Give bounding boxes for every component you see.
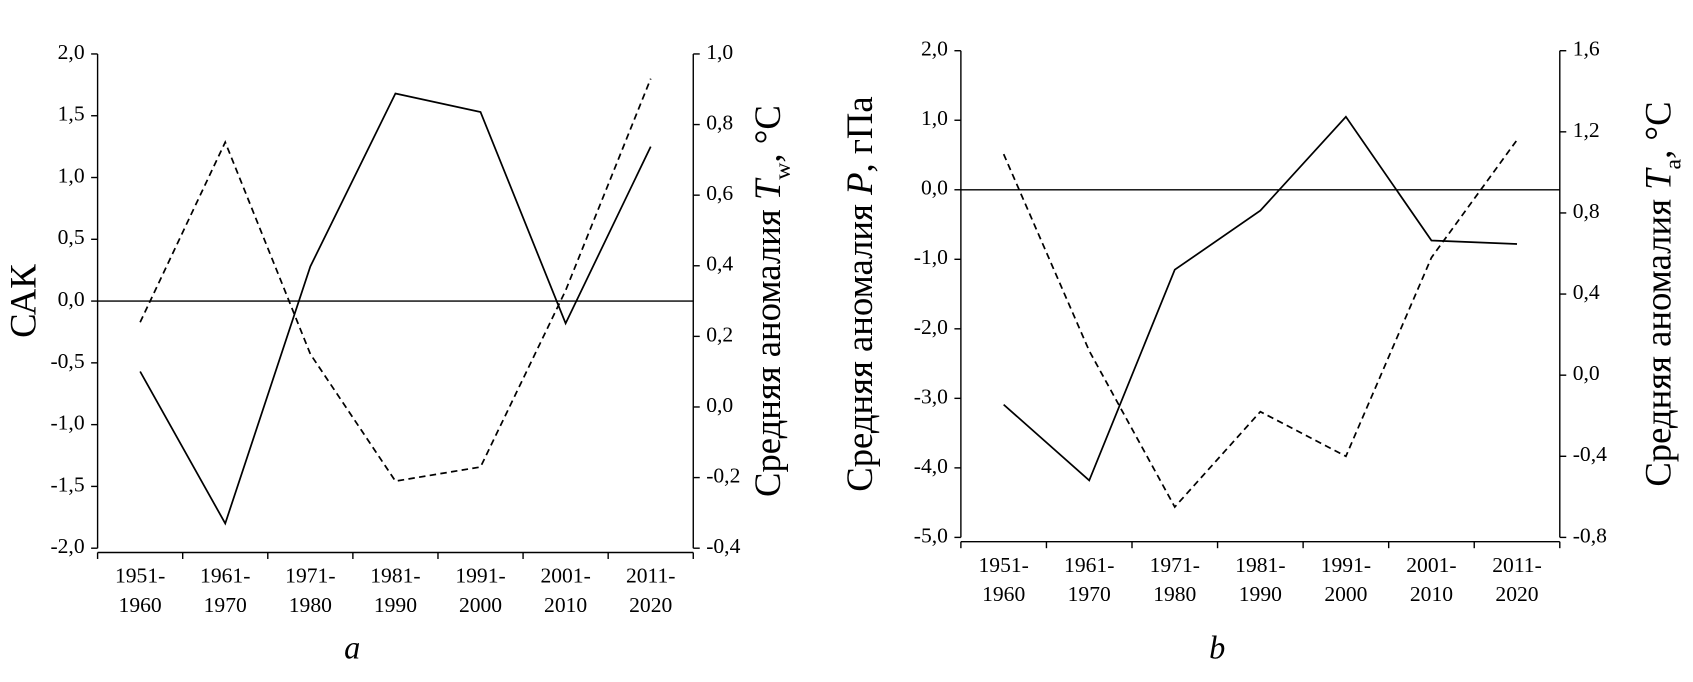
y2-axis-title-part: w: [770, 162, 796, 180]
y2-tick-label: 0,4: [1573, 280, 1600, 304]
y2-tick-label: 0,2: [706, 322, 733, 346]
x-tick-label-line: 1970: [204, 593, 247, 617]
y-tick-label: -0,5: [50, 349, 84, 373]
x-tick-label-line: 1971-: [285, 564, 335, 588]
y2-tick-label: 1,0: [706, 40, 733, 64]
series-line: [139, 78, 652, 483]
x-tick-label: 1951- 1960: [115, 564, 165, 617]
x-tick-label: 1991- 2000: [1321, 553, 1371, 606]
y2-tick-label: 1,6: [1573, 37, 1600, 61]
y2-axis-title-part: Средняя аномалия: [747, 200, 788, 497]
x-tick-label-line: 2010: [1410, 582, 1453, 606]
y-tick-label: 2,0: [58, 40, 85, 64]
y2-tick-label: -0,4: [1573, 442, 1607, 466]
x-tick-label-line: 1990: [1239, 582, 1282, 606]
y2-axis-title: Средняя аномалия Ta, °C: [1638, 101, 1687, 486]
x-tick-label-line: 2001-: [1406, 553, 1456, 577]
y2-tick-label: 1,2: [1573, 118, 1600, 142]
series-line: [1002, 139, 1518, 509]
x-tick-label-line: 1980: [1153, 582, 1196, 606]
y-tick-label: 0,0: [58, 287, 85, 311]
x-tick-label-line: 1981-: [1235, 553, 1285, 577]
y2-tick-label: 0,0: [706, 393, 733, 417]
panel-caption: a: [344, 630, 360, 666]
y2-axis-title-part: T: [747, 177, 788, 200]
y-tick-label: -2,0: [914, 315, 948, 339]
y2-axis-title: Средняя аномалия Tw, °C: [747, 105, 796, 497]
x-tick-label-line: 1951-: [978, 553, 1028, 577]
y-axis-title: Средняя аномалия P, гПа: [839, 96, 880, 491]
x-tick-label-line: 2011-: [626, 564, 676, 588]
y-tick-label: -2,0: [50, 534, 84, 558]
x-tick-label: 2001- 2010: [1406, 553, 1456, 606]
x-tick-label: 1971- 1980: [285, 564, 335, 617]
y2-axis-title-part: a: [1661, 158, 1687, 169]
x-tick-label: 2001- 2010: [540, 564, 590, 617]
x-tick-label-line: 2020: [629, 593, 672, 617]
y2-tick-label: 0,4: [706, 252, 733, 276]
x-tick-label-line: 2000: [459, 593, 502, 617]
y2-tick-label: 0,0: [1573, 361, 1600, 385]
x-tick-label-line: 1991-: [1321, 553, 1371, 577]
y2-tick-label: 0,8: [706, 111, 733, 135]
x-tick-label: 1991- 2000: [455, 564, 505, 617]
y-tick-label: 1,0: [921, 106, 948, 130]
panel-caption: b: [1209, 630, 1225, 666]
x-tick-label-line: 2011-: [1492, 553, 1542, 577]
y2-tick-label: 0,6: [706, 181, 733, 205]
y-tick-label: 2,0: [921, 37, 948, 61]
y-tick-label: -1,0: [50, 411, 84, 435]
x-tick-label-line: 1961-: [200, 564, 250, 588]
x-tick-label: 1971- 1980: [1150, 553, 1200, 606]
y-axis-title-part: , гПа: [839, 96, 880, 172]
x-tick-label-line: 1980: [289, 593, 332, 617]
x-tick-label: 1961- 1970: [200, 564, 250, 617]
y2-tick-label: -0,2: [706, 464, 740, 488]
y-axis-title-part: Средняя аномалия: [839, 195, 880, 492]
y-tick-label: 0,0: [921, 176, 948, 200]
x-tick-label-line: 2001-: [540, 564, 590, 588]
x-tick-label-line: 1990: [374, 593, 417, 617]
x-tick-label: 2011- 2020: [1492, 553, 1542, 606]
x-tick-label: 2011- 2020: [626, 564, 676, 617]
x-tick-label-line: 2020: [1495, 582, 1538, 606]
y-tick-label: -3,0: [914, 384, 948, 408]
y-axis-title: САК: [3, 264, 44, 338]
x-tick-label-line: 1970: [1068, 582, 1111, 606]
y-tick-label: -1,5: [50, 472, 84, 496]
y2-tick-label: 0,8: [1573, 199, 1600, 223]
y-tick-label: 0,5: [58, 225, 85, 249]
x-tick-label-line: 1981-: [370, 564, 420, 588]
x-tick-label: 1961- 1970: [1064, 553, 1114, 606]
x-tick-label-line: 1951-: [115, 564, 165, 588]
y-axis-title-part: P: [839, 173, 880, 196]
x-tick-label: 1981- 1990: [370, 564, 420, 617]
y2-tick-label: -0,8: [1573, 523, 1607, 547]
x-tick-label-line: 1960: [119, 593, 162, 617]
y2-tick-label: -0,4: [706, 534, 740, 558]
series-line: [139, 92, 652, 526]
x-tick-label: 1981- 1990: [1235, 553, 1285, 606]
x-tick-label: 1951- 1960: [978, 553, 1028, 606]
y-tick-label: 1,5: [58, 102, 85, 126]
y2-axis-title-part: , °C: [1638, 101, 1679, 158]
x-tick-label-line: 1960: [982, 582, 1025, 606]
x-tick-label-line: 2000: [1324, 582, 1367, 606]
series-line: [1003, 115, 1518, 482]
y-tick-label: -4,0: [914, 454, 948, 478]
y-tick-label: -1,0: [914, 245, 948, 269]
x-tick-label-line: 1971-: [1150, 553, 1200, 577]
x-tick-label-line: 1991-: [455, 564, 505, 588]
y-tick-label: -5,0: [914, 523, 948, 547]
x-tick-label-line: 1961-: [1064, 553, 1114, 577]
x-tick-label-line: 2010: [544, 593, 587, 617]
y2-axis-title-part: , °C: [747, 105, 788, 162]
y2-axis-title-part: Средняя аномалия: [1638, 190, 1679, 487]
y2-axis-title-part: T: [1638, 167, 1679, 190]
y-tick-label: 1,0: [58, 163, 85, 187]
y-axis-title-part: САК: [3, 264, 44, 338]
